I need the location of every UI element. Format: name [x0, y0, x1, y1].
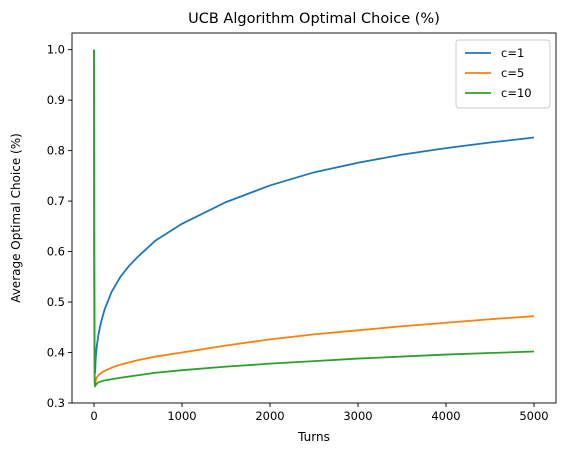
x-tick-label: 4000 [431, 409, 460, 423]
legend-box [455, 39, 551, 109]
x-tick-label: 0 [90, 409, 97, 423]
y-tick-label: 1.0 [47, 43, 65, 57]
chart-title: UCB Algorithm Optimal Choice (%) [188, 11, 440, 27]
y-tick-label: 0.4 [47, 346, 65, 360]
series-line-3 [93, 49, 535, 388]
x-axis: 0 1000 2000 3000 4000 5000 [90, 403, 549, 423]
x-tick-label: 5000 [519, 409, 548, 423]
y-axis-label: Average Optimal Choice (%) [9, 133, 23, 303]
x-tick-label: 2000 [255, 409, 284, 423]
y-tick-label: 0.3 [47, 396, 65, 410]
x-tick-label: 3000 [343, 409, 372, 423]
legend: c=1 c=5 c=10 [455, 39, 551, 109]
y-tick-label: 0.6 [47, 245, 65, 259]
legend-label-1: c=1 [501, 46, 524, 60]
y-tick-label: 0.5 [47, 295, 65, 309]
y-tick-label: 0.7 [47, 194, 65, 208]
plot-area [93, 49, 535, 388]
legend-label-3: c=10 [501, 86, 532, 100]
y-tick-label: 0.8 [47, 144, 65, 158]
y-axis: 0.3 0.4 0.5 0.6 0.7 0.8 0.9 1.0 [47, 43, 72, 410]
x-axis-label: Turns [297, 430, 330, 444]
x-tick-label: 1000 [167, 409, 196, 423]
plot-frame [71, 32, 557, 404]
y-tick-label: 0.9 [47, 93, 65, 107]
legend-label-2: c=5 [501, 66, 524, 80]
